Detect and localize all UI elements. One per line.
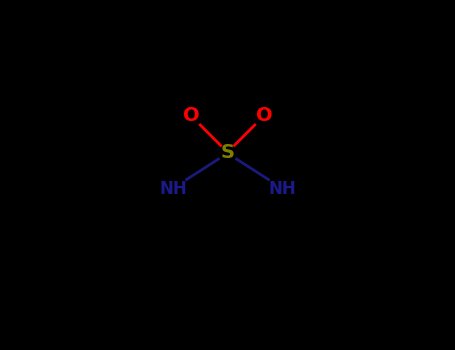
Text: S: S (221, 143, 234, 162)
Text: O: O (183, 106, 199, 125)
Text: NH: NH (268, 180, 296, 198)
Text: NH: NH (159, 180, 187, 198)
Text: O: O (256, 106, 272, 125)
